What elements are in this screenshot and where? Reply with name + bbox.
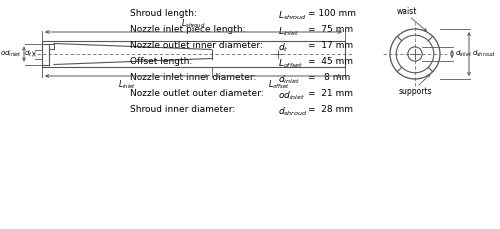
Text: supports: supports [398,87,432,96]
Text: Shroud inner diameter:: Shroud inner diameter: [130,105,236,114]
Text: =   8 mm: = 8 mm [308,73,350,82]
Text: =  21 mm: = 21 mm [308,89,353,98]
Text: =  75 mm: = 75 mm [308,25,353,34]
Text: =  17 mm: = 17 mm [308,41,353,50]
Text: $d_{\mathit{inlet}}$: $d_{\mathit{inlet}}$ [278,73,300,85]
Text: $L_{\mathit{inlet}}$: $L_{\mathit{inlet}}$ [278,25,299,38]
Text: Nozzle inlet inner diameter:: Nozzle inlet inner diameter: [130,73,256,82]
Text: =  28 mm: = 28 mm [308,105,353,114]
Text: $d_{\mathit{shroud}}$: $d_{\mathit{shroud}}$ [278,105,308,117]
Text: Nozzle outlet inner diameter:: Nozzle outlet inner diameter: [130,41,263,50]
Text: = 100 mm: = 100 mm [308,9,356,18]
Text: Nozzle outlet outer diameter:: Nozzle outlet outer diameter: [130,89,264,98]
Text: $L_{\mathit{offset}}$: $L_{\mathit{offset}}$ [278,57,303,69]
Text: $od_{\mathit{inlet}}$: $od_{\mathit{inlet}}$ [0,49,22,59]
Text: $d_{\mathit{t}}$: $d_{\mathit{t}}$ [24,49,33,59]
Text: $d_{\mathit{t}}$: $d_{\mathit{t}}$ [278,41,288,54]
Text: $L_{\mathit{shroud}}$: $L_{\mathit{shroud}}$ [181,17,206,30]
Text: Offset length:: Offset length: [130,57,192,66]
Text: Shroud length:: Shroud length: [130,9,197,18]
Text: $d_{\mathit{inlet}}$: $d_{\mathit{inlet}}$ [455,49,472,59]
Text: $L_{\mathit{offset}}$: $L_{\mathit{offset}}$ [268,79,289,91]
Text: $od_{\mathit{inlet}}$: $od_{\mathit{inlet}}$ [278,89,305,101]
Text: =  45 mm: = 45 mm [308,57,353,66]
Text: waist: waist [397,7,417,16]
Text: $d_{\mathit{shroud}}$: $d_{\mathit{shroud}}$ [472,49,496,59]
Text: $L_{\mathit{inlet}}$: $L_{\mathit{inlet}}$ [118,79,136,91]
Text: Nozzle inlet piece length:: Nozzle inlet piece length: [130,25,246,34]
Text: $L_{\mathit{shroud}}$: $L_{\mathit{shroud}}$ [278,9,307,22]
